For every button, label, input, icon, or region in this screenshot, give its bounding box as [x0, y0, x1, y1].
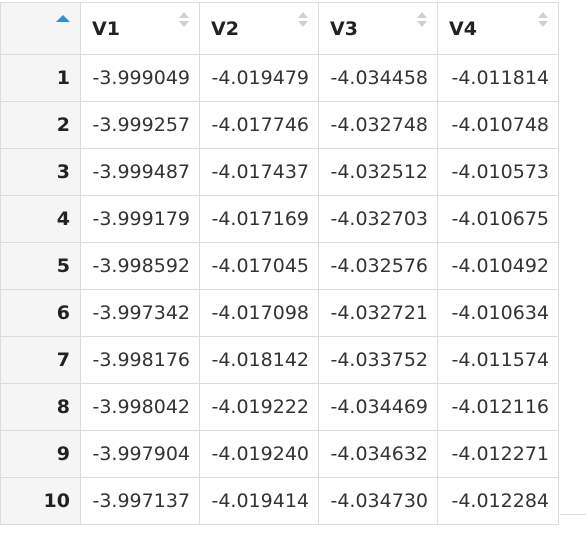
table-row: 6 -3.997342 -4.017098 -4.032721 -4.01063…: [0, 289, 559, 337]
table-cell: -4.010492: [437, 242, 559, 290]
column-header-v4[interactable]: V4: [437, 2, 559, 55]
table-cell: -3.999257: [80, 101, 200, 149]
table-cell: -4.012284: [437, 477, 559, 525]
table-cell: -3.998176: [80, 336, 200, 384]
table-cell: -4.032576: [318, 242, 438, 290]
table-cell: -4.019414: [199, 477, 319, 525]
table-cell: -3.998042: [80, 383, 200, 431]
column-header-label: V3: [330, 17, 358, 40]
table-cell: -4.012271: [437, 430, 559, 478]
sort-icon[interactable]: [538, 12, 548, 28]
table-row: 3 -3.999487 -4.017437 -4.032512 -4.01057…: [0, 148, 559, 196]
table-row: 2 -3.999257 -4.017746 -4.032748 -4.01074…: [0, 101, 559, 149]
sort-ascending-icon[interactable]: [56, 15, 70, 22]
table-cell: -4.017746: [199, 101, 319, 149]
table-cell: -4.019222: [199, 383, 319, 431]
table-cell: -4.011574: [437, 336, 559, 384]
column-header-v1[interactable]: V1: [80, 2, 200, 55]
table-row: 9 -3.997904 -4.019240 -4.034632 -4.01227…: [0, 430, 559, 478]
sort-icon[interactable]: [417, 12, 427, 28]
table-cell: -4.033752: [318, 336, 438, 384]
table-cell: -3.999049: [80, 54, 200, 102]
table-row: 1 -3.999049 -4.019479 -4.034458 -4.01181…: [0, 54, 559, 102]
table-cell: -4.019479: [199, 54, 319, 102]
column-header-label: V2: [211, 17, 239, 40]
table-cell: -3.997904: [80, 430, 200, 478]
table-cell: -3.998592: [80, 242, 200, 290]
row-number: 7: [0, 336, 81, 384]
table-cell: -3.999487: [80, 148, 200, 196]
table-cell: -4.032512: [318, 148, 438, 196]
header-row: V1 V2 V3 V4: [0, 2, 559, 55]
table-cell: -4.034458: [318, 54, 438, 102]
column-header-v3[interactable]: V3: [318, 2, 438, 55]
table-cell: -4.010573: [437, 148, 559, 196]
table-cell: -4.017045: [199, 242, 319, 290]
row-number: 5: [0, 242, 81, 290]
table-cell: -4.010675: [437, 195, 559, 243]
table-cell: -4.011814: [437, 54, 559, 102]
row-number: 9: [0, 430, 81, 478]
table-row: 5 -3.998592 -4.017045 -4.032576 -4.01049…: [0, 242, 559, 290]
table-row: 8 -3.998042 -4.019222 -4.034469 -4.01211…: [0, 383, 559, 431]
row-number: 8: [0, 383, 81, 431]
table-cell: -4.032703: [318, 195, 438, 243]
table-row: 10 -3.997137 -4.019414 -4.034730 -4.0122…: [0, 477, 559, 525]
table-cell: -4.017169: [199, 195, 319, 243]
column-header-label: V1: [92, 17, 120, 40]
row-number: 4: [0, 195, 81, 243]
table-cell: -4.017437: [199, 148, 319, 196]
divider: [560, 514, 586, 515]
row-number: 3: [0, 148, 81, 196]
table-row: 4 -3.999179 -4.017169 -4.032703 -4.01067…: [0, 195, 559, 243]
table-cell: -3.997342: [80, 289, 200, 337]
table-cell: -4.010748: [437, 101, 559, 149]
sort-icon[interactable]: [179, 12, 189, 28]
sort-icon[interactable]: [298, 12, 308, 28]
row-number: 1: [0, 54, 81, 102]
table-row: 7 -3.998176 -4.018142 -4.033752 -4.01157…: [0, 336, 559, 384]
table-cell: -4.017098: [199, 289, 319, 337]
column-header-label: V4: [449, 17, 477, 40]
rownum-header[interactable]: [0, 2, 81, 55]
table-cell: -4.034730: [318, 477, 438, 525]
table-cell: -3.997137: [80, 477, 200, 525]
table-cell: -4.034469: [318, 383, 438, 431]
data-table: V1 V2 V3 V4 1 -3.999049: [0, 2, 559, 525]
row-number: 6: [0, 289, 81, 337]
column-header-v2[interactable]: V2: [199, 2, 319, 55]
table-cell: -4.018142: [199, 336, 319, 384]
table-cell: -4.034632: [318, 430, 438, 478]
table-cell: -4.032748: [318, 101, 438, 149]
table-cell: -3.999179: [80, 195, 200, 243]
data-table-container: V1 V2 V3 V4 1 -3.999049: [0, 2, 559, 525]
table-cell: -4.012116: [437, 383, 559, 431]
table-cell: -4.019240: [199, 430, 319, 478]
row-number: 2: [0, 101, 81, 149]
table-cell: -4.010634: [437, 289, 559, 337]
row-number: 10: [0, 477, 81, 525]
table-cell: -4.032721: [318, 289, 438, 337]
